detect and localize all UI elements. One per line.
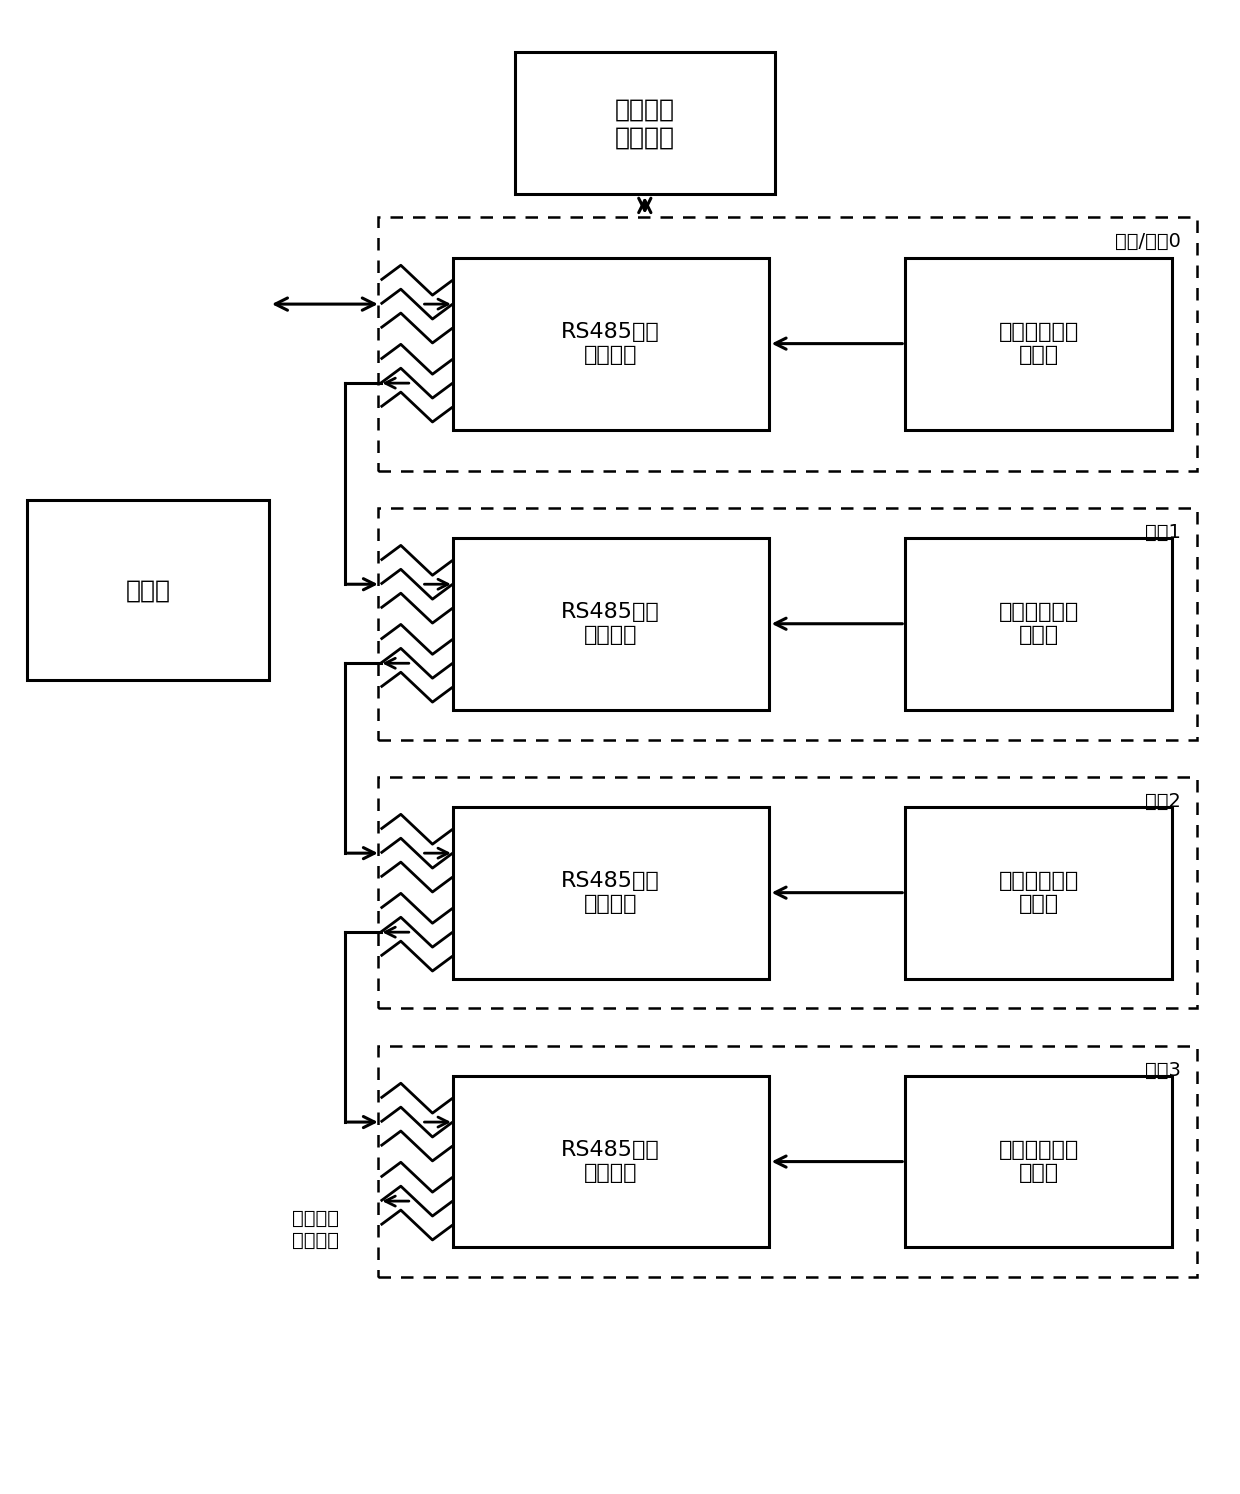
Text: 上位机: 上位机 xyxy=(125,578,171,602)
Text: 可扩展的
通讯接口: 可扩展的 通讯接口 xyxy=(615,97,675,149)
Text: 含有保护板的
电池组: 含有保护板的 电池组 xyxy=(998,871,1079,914)
Text: RS485隔离
通讯电路: RS485隔离 通讯电路 xyxy=(562,602,660,645)
Bar xyxy=(453,538,769,710)
Text: 含有保护板的
电池组: 含有保护板的 电池组 xyxy=(998,323,1079,365)
Bar xyxy=(378,777,1197,1008)
Bar xyxy=(905,538,1172,710)
Bar xyxy=(453,257,769,430)
Text: 含有保护板的
电池组: 含有保护板的 电池组 xyxy=(998,1140,1079,1183)
Text: 从机2: 从机2 xyxy=(1145,792,1180,811)
Bar xyxy=(27,500,269,680)
Text: RS485隔离
通讯电路: RS485隔离 通讯电路 xyxy=(562,871,660,914)
Bar xyxy=(515,52,775,194)
Bar xyxy=(453,1076,769,1247)
Bar xyxy=(453,807,769,979)
Bar xyxy=(378,217,1197,471)
Bar xyxy=(378,508,1197,740)
Text: RS485隔离
通讯电路: RS485隔离 通讯电路 xyxy=(562,323,660,365)
Bar xyxy=(378,1046,1197,1277)
Text: RS485隔离
通讯电路: RS485隔离 通讯电路 xyxy=(562,1140,660,1183)
Bar xyxy=(905,807,1172,979)
Bar xyxy=(905,257,1172,430)
Text: 从机3: 从机3 xyxy=(1145,1061,1180,1080)
Text: 含有保护板的
电池组: 含有保护板的 电池组 xyxy=(998,602,1079,645)
Text: 主机/从机0: 主机/从机0 xyxy=(1115,232,1180,251)
Text: 可级联的
通讯接口: 可级联的 通讯接口 xyxy=(291,1209,339,1249)
Bar xyxy=(905,1076,1172,1247)
Text: 从机1: 从机1 xyxy=(1145,523,1180,542)
